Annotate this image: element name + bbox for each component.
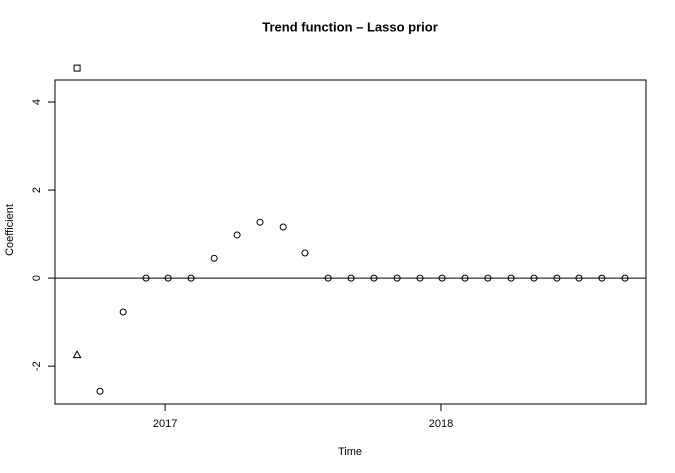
point bbox=[279, 223, 287, 231]
point bbox=[73, 64, 81, 72]
point bbox=[507, 274, 515, 282]
point bbox=[484, 274, 492, 282]
x-tick-label: 2017 bbox=[153, 418, 177, 430]
point bbox=[119, 308, 127, 316]
point bbox=[324, 274, 332, 282]
point bbox=[598, 274, 606, 282]
chart-title: Trend function – Lasso prior bbox=[262, 19, 438, 34]
y-tick-label: 2 bbox=[31, 187, 43, 193]
point bbox=[233, 231, 241, 239]
y-tick-label: 4 bbox=[31, 99, 43, 105]
point bbox=[301, 249, 309, 257]
point bbox=[553, 274, 561, 282]
y-axis-label: Coefficient bbox=[4, 204, 16, 256]
x-axis-label: Time bbox=[338, 446, 362, 458]
point bbox=[256, 218, 264, 226]
point bbox=[142, 274, 150, 282]
point bbox=[187, 274, 195, 282]
point bbox=[621, 274, 629, 282]
point bbox=[416, 274, 424, 282]
y-tick-label: -2 bbox=[31, 361, 43, 371]
point bbox=[72, 350, 82, 359]
plot-frame bbox=[54, 79, 647, 405]
y-tick-label: 0 bbox=[31, 275, 43, 281]
point bbox=[438, 274, 446, 282]
point bbox=[393, 274, 401, 282]
x-tick-label: 2018 bbox=[429, 418, 453, 430]
point bbox=[575, 274, 583, 282]
point bbox=[347, 274, 355, 282]
point bbox=[210, 254, 218, 262]
point bbox=[370, 274, 378, 282]
point bbox=[530, 274, 538, 282]
point bbox=[164, 274, 172, 282]
point bbox=[96, 387, 104, 395]
point bbox=[461, 274, 469, 282]
